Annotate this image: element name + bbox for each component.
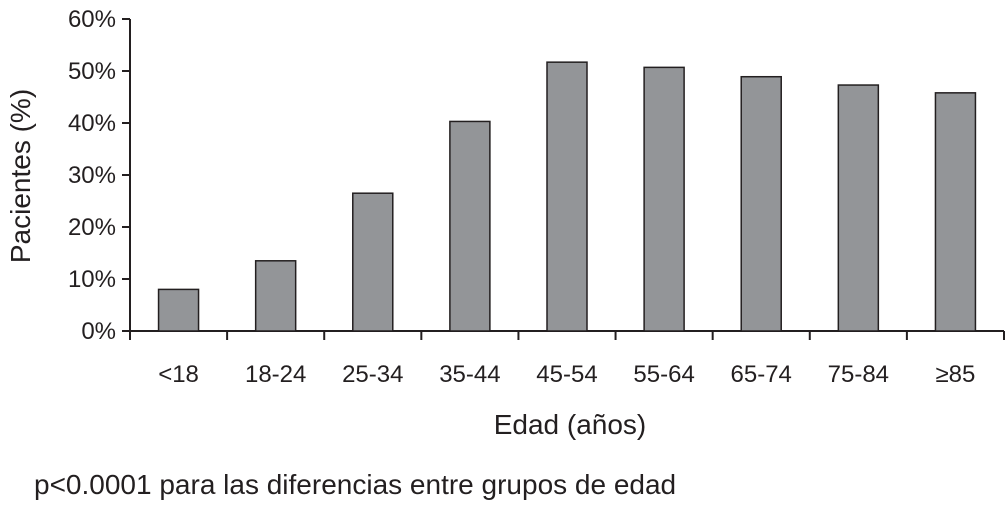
y-tick-label: 20% <box>68 214 116 241</box>
x-tick-label: <18 <box>158 361 199 388</box>
y-tick-label: 30% <box>68 162 116 189</box>
x-tick-label: 65-74 <box>731 361 792 388</box>
bar <box>837 84 880 332</box>
bars <box>157 61 977 332</box>
bar <box>643 66 685 332</box>
x-tick-label: 75-84 <box>828 361 889 388</box>
bar <box>157 288 200 332</box>
y-tick-label: 10% <box>68 266 116 293</box>
bar-chart: 0% 10% 20% 30% 40% 50% 60% <18 18-24 25-34 35-44 4… <box>5 6 1005 440</box>
bar <box>254 260 297 332</box>
bar <box>449 120 491 332</box>
y-tick-label: 60% <box>68 6 116 33</box>
x-tick-label: 45-54 <box>536 361 597 388</box>
y-tick-label: 40% <box>68 110 116 137</box>
y-axis-title: Pacientes (%) <box>5 89 36 263</box>
bar <box>352 192 394 332</box>
x-tick-label: 25-34 <box>342 361 403 388</box>
x-tick-label: 18-24 <box>245 361 306 388</box>
bar <box>546 61 588 332</box>
bar <box>934 92 977 332</box>
y-tick-label: 50% <box>68 58 116 85</box>
x-axis: <18 18-24 25-34 35-44 45-54 55-64 65-74 75-84 ≥8… <box>129 330 1005 388</box>
x-tick-label: ≥85 <box>936 361 976 388</box>
x-tick-label: 35-44 <box>439 361 500 388</box>
footnote: p<0.0001 para las diferencias entre grup… <box>34 469 677 500</box>
y-tick-label: 0% <box>81 318 116 345</box>
x-axis-title: Edad (años) <box>494 409 647 440</box>
x-tick-label: 55-64 <box>633 361 694 388</box>
y-axis: 0% 10% 20% 30% 40% 50% 60% <box>68 6 131 345</box>
bar <box>740 75 782 332</box>
